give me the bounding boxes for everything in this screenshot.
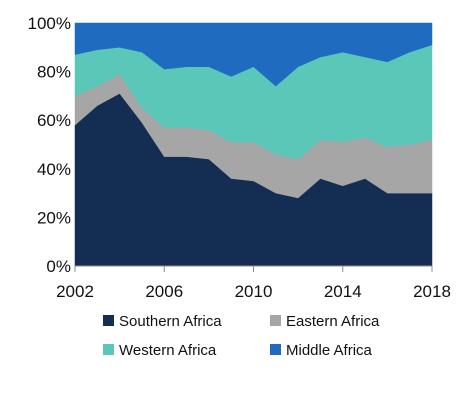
legend-label-middle-africa: Middle Africa <box>286 342 373 359</box>
y-tick-label: 80% <box>37 63 71 82</box>
y-tick-label: 100% <box>28 14 71 33</box>
x-tick-label: 2002 <box>56 282 94 301</box>
legend-swatch-eastern-africa <box>270 315 281 326</box>
x-tick-label: 2010 <box>235 282 273 301</box>
x-tick-label: 2014 <box>324 282 362 301</box>
legend-label-eastern-africa: Eastern Africa <box>286 313 380 330</box>
x-tick-label: 2018 <box>413 282 451 301</box>
legend-swatch-southern-africa <box>103 315 114 326</box>
legend-swatch-middle-africa <box>270 344 281 355</box>
y-tick-label: 60% <box>37 111 71 130</box>
y-tick-labels: 0% 20% 40% 60% 80% 100% <box>28 14 71 276</box>
area-layer <box>74 22 433 267</box>
area-series-middle-africa <box>74 22 433 87</box>
x-tick-label: 2006 <box>145 282 183 301</box>
legend: Southern Africa Eastern Africa Western Afr… <box>103 313 380 359</box>
legend-label-southern-africa: Southern Africa <box>119 313 222 330</box>
y-tick-label: 0% <box>46 257 71 276</box>
y-tick-label: 20% <box>37 208 71 227</box>
y-tick-label: 40% <box>37 160 71 179</box>
legend-label-western-africa: Western Africa <box>119 342 217 359</box>
x-tick-labels: 2002 2006 2010 2014 2018 <box>56 266 451 301</box>
legend-swatch-western-africa <box>103 344 114 355</box>
